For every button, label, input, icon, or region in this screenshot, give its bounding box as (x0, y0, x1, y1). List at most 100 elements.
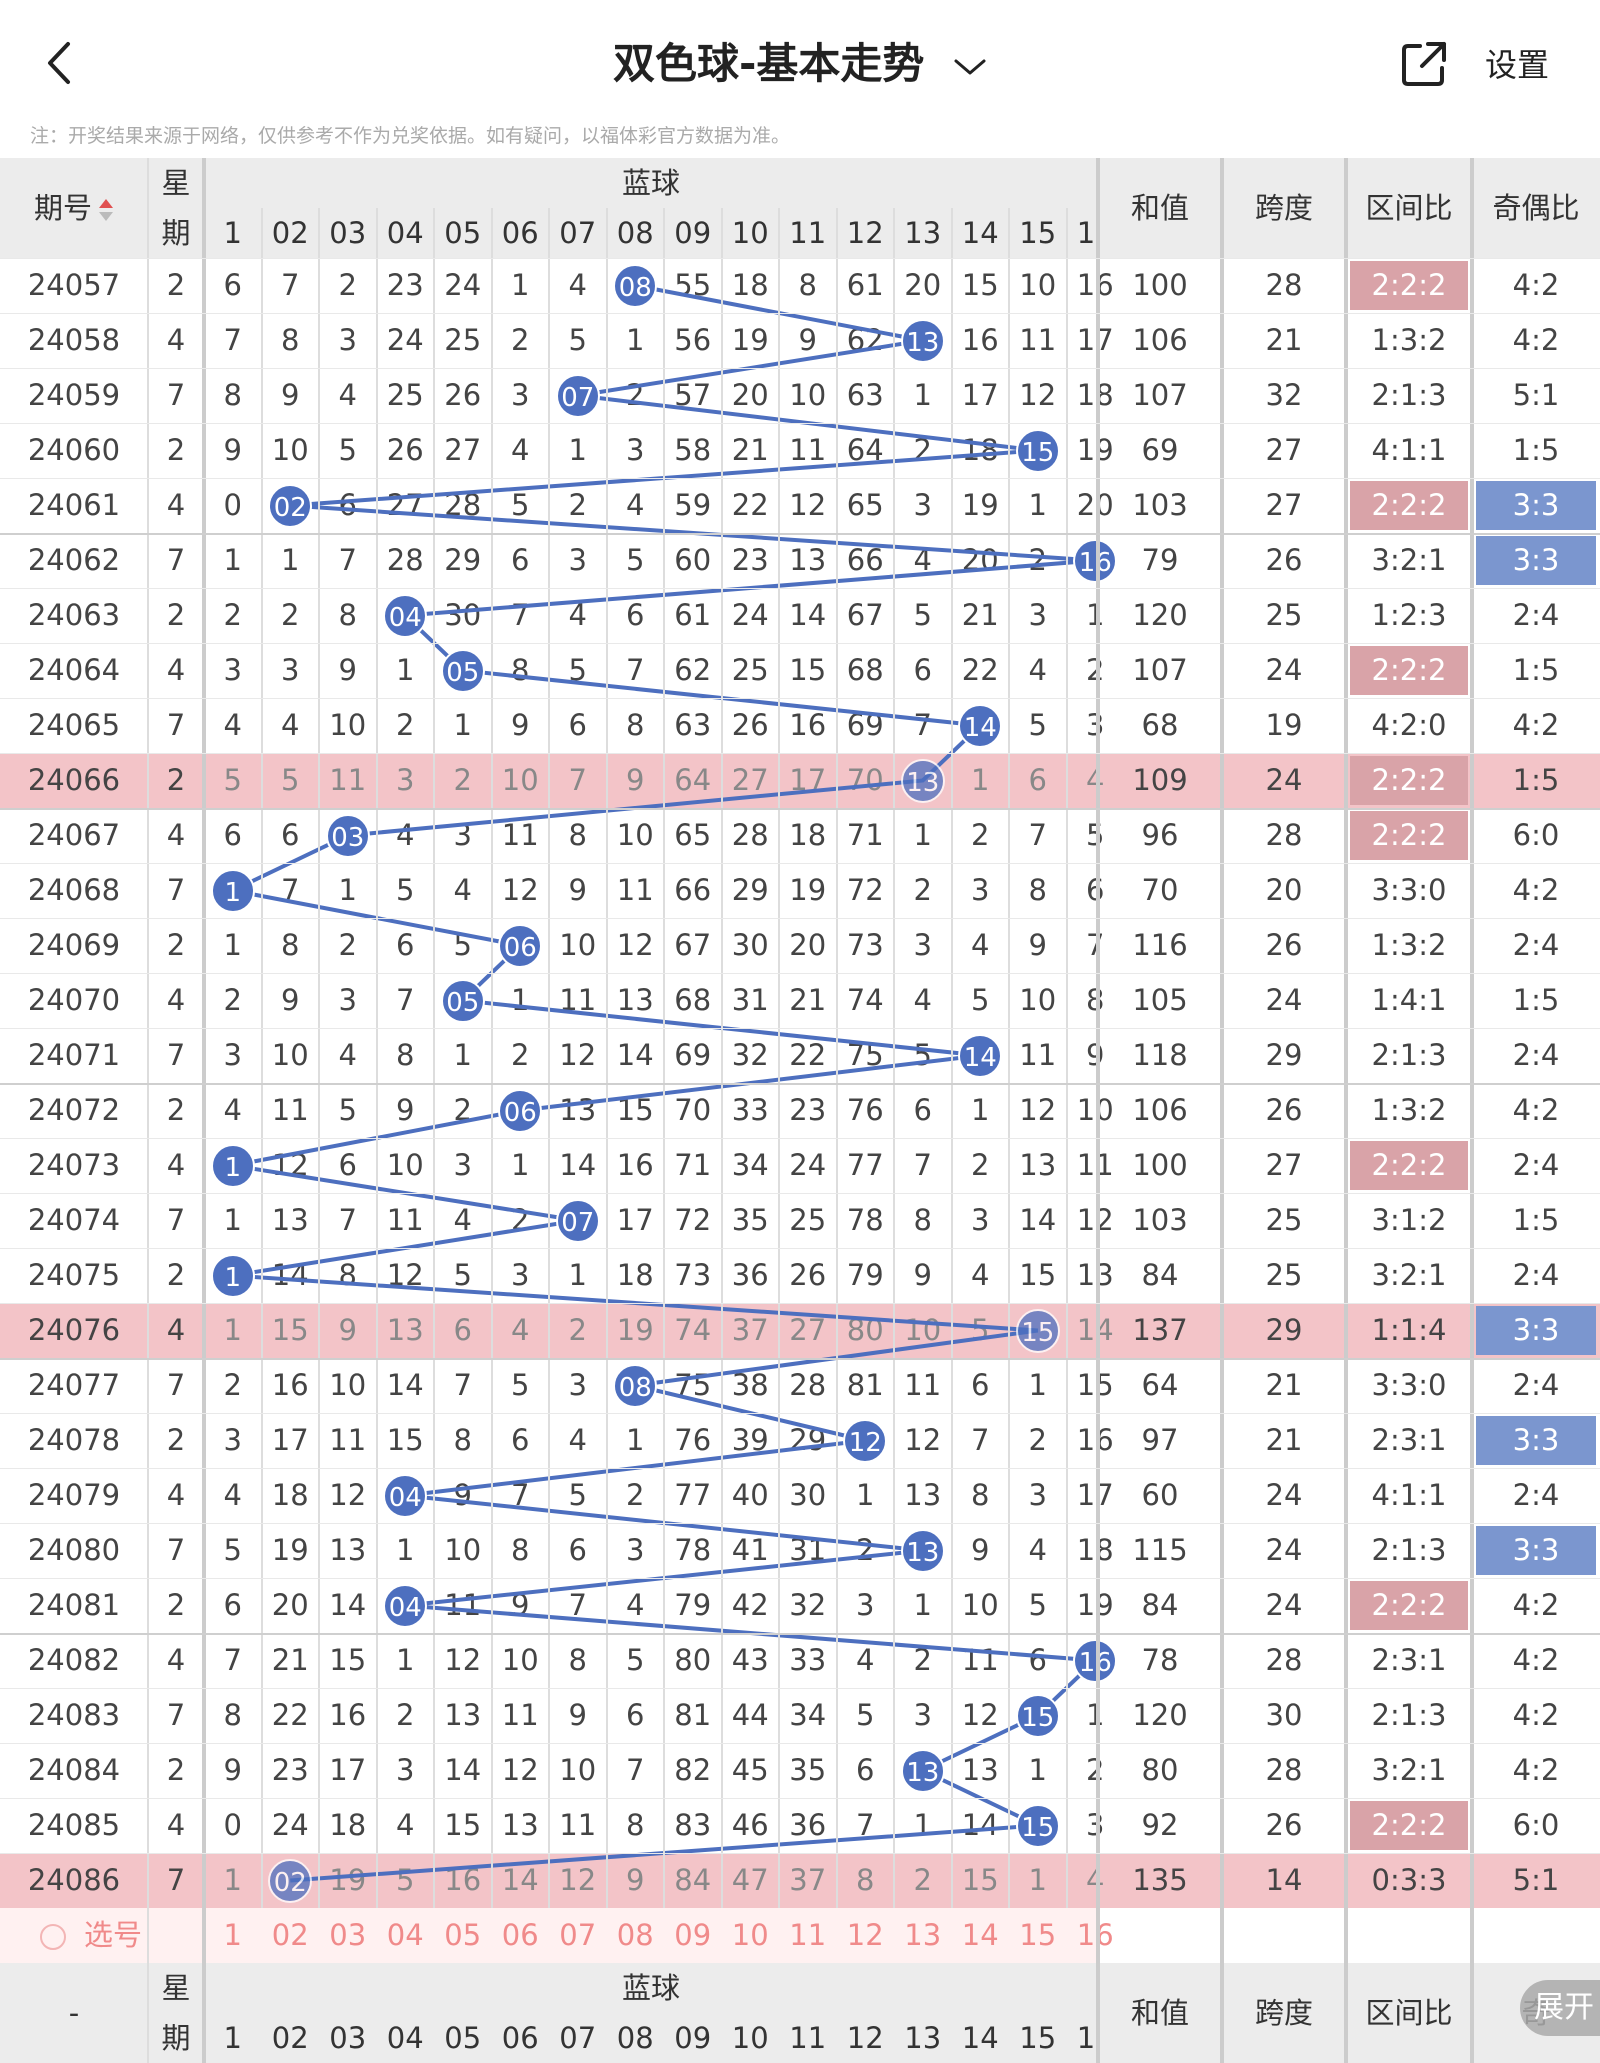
miss-count: 22 (789, 1038, 827, 1072)
miss-count: 28 (731, 818, 769, 852)
miss-count: 37 (731, 1313, 769, 1347)
span-value: 26 (1265, 1808, 1303, 1842)
pick-number[interactable]: 07 (559, 1918, 597, 1952)
miss-count: 9 (971, 1533, 990, 1567)
issue-number[interactable]: 24061 (27, 488, 121, 522)
chevron-down-icon (954, 59, 986, 74)
miss-count: 5 (971, 1313, 990, 1347)
miss-count: 39 (731, 1423, 769, 1457)
pick-number[interactable]: 13 (904, 1918, 942, 1952)
miss-count: 21 (789, 983, 827, 1017)
miss-count: 1 (1028, 488, 1047, 522)
share-icon[interactable] (1398, 38, 1450, 90)
pick-number[interactable]: 05 (444, 1918, 482, 1952)
miss-count: 5 (453, 1258, 472, 1292)
blue-ball: 13 (900, 1748, 945, 1793)
pick-number[interactable]: 06 (501, 1918, 539, 1952)
pick-number[interactable]: 04 (386, 1918, 424, 1952)
miss-count: 7 (568, 763, 587, 797)
issue-number[interactable]: 24068 (27, 873, 121, 907)
issue-number[interactable]: 24075 (27, 1258, 121, 1292)
miss-count: 2 (913, 1643, 932, 1677)
settings-button[interactable]: 设置 (1485, 46, 1550, 84)
blue-number-header: 05 (434, 208, 492, 258)
miss-count: 83 (674, 1808, 712, 1842)
miss-count: 6 (511, 1423, 530, 1457)
issue-number[interactable]: 24079 (27, 1478, 121, 1512)
issue-number[interactable]: 24085 (27, 1808, 121, 1842)
miss-count: 2 (511, 323, 530, 357)
issue-number[interactable]: 24083 (27, 1698, 121, 1732)
miss-count: 2 (223, 598, 242, 632)
issue-number[interactable]: 24069 (27, 928, 121, 962)
issue-number[interactable]: 24063 (27, 598, 121, 632)
pick-number[interactable]: 09 (674, 1918, 712, 1952)
miss-count: 70 (674, 1093, 712, 1127)
miss-count: 6 (626, 598, 645, 632)
blue-ball: 05 (440, 648, 485, 693)
pick-number[interactable]: 12 (846, 1918, 884, 1952)
miss-count: 18 (961, 433, 999, 467)
pick-number[interactable]: 1 (223, 1918, 242, 1952)
issue-number[interactable]: 24082 (27, 1643, 121, 1677)
pick-number[interactable]: 02 (271, 1918, 309, 1952)
miss-count: 22 (961, 653, 999, 687)
pick-number[interactable]: 11 (789, 1918, 827, 1952)
issue-number[interactable]: 24057 (27, 268, 121, 302)
miss-count: 8 (1028, 873, 1047, 907)
issue-number[interactable]: 24060 (27, 433, 121, 467)
issue-number[interactable]: 24086 (27, 1863, 121, 1897)
pick-toggle[interactable]: 选号 (40, 1908, 190, 1963)
pick-number[interactable]: 14 (961, 1918, 999, 1952)
miss-count: 14 (559, 1148, 597, 1182)
row-divider (0, 1358, 1600, 1360)
miss-count: 9 (626, 763, 645, 797)
pick-number[interactable]: 16 (1067, 1908, 1125, 1963)
miss-count: 15 (961, 268, 999, 302)
miss-count: 12 (444, 1643, 482, 1677)
miss-count: 4 (511, 1313, 530, 1347)
issue-number[interactable]: 24067 (27, 818, 121, 852)
issue-number[interactable]: 24084 (27, 1753, 121, 1787)
issue-number[interactable]: 24073 (27, 1148, 121, 1182)
expand-button[interactable]: 展开 (1520, 1980, 1600, 2036)
issue-number[interactable]: 24066 (27, 763, 121, 797)
column-divider (778, 208, 780, 1908)
issue-header[interactable]: 期号 (0, 158, 148, 258)
row-divider (0, 1468, 1600, 1469)
row-divider (0, 258, 1600, 259)
miss-count: 1 (856, 1478, 875, 1512)
weekday: 4 (166, 818, 186, 852)
issue-number[interactable]: 24072 (27, 1093, 121, 1127)
issue-number[interactable]: 24074 (27, 1203, 121, 1237)
issue-number[interactable]: 24059 (27, 378, 121, 412)
column-divider (835, 208, 838, 1908)
page-title[interactable]: 双色球-基本走势 (0, 30, 1600, 91)
miss-count: 18 (329, 1808, 367, 1842)
miss-count: 7 (1028, 818, 1047, 852)
issue-number[interactable]: 24078 (27, 1423, 121, 1457)
issue-number[interactable]: 24077 (27, 1368, 121, 1402)
miss-count: 20 (789, 928, 827, 962)
pick-number[interactable]: 10 (731, 1918, 769, 1952)
issue-number[interactable]: 24076 (27, 1313, 121, 1347)
miss-count: 11 (559, 983, 597, 1017)
back-arrow-icon[interactable] (36, 38, 86, 88)
issue-number[interactable]: 24058 (27, 323, 121, 357)
issue-number[interactable]: 24080 (27, 1533, 121, 1567)
issue-number[interactable]: 24071 (27, 1038, 121, 1072)
pick-number[interactable]: 08 (616, 1918, 654, 1952)
pick-number[interactable]: 15 (1019, 1918, 1057, 1952)
miss-count: 31 (731, 983, 769, 1017)
issue-number[interactable]: 24064 (27, 653, 121, 687)
issue-number[interactable]: 24070 (27, 983, 121, 1017)
issue-number[interactable]: 24065 (27, 708, 121, 742)
zone-ratio: 1:3:2 (1371, 323, 1447, 357)
issue-number[interactable]: 24062 (27, 543, 121, 577)
pick-number[interactable]: 03 (329, 1918, 367, 1952)
issue-number[interactable]: 24081 (27, 1588, 121, 1622)
miss-count: 3 (396, 1753, 415, 1787)
sum-header: 和值 (1098, 158, 1222, 258)
odd-even-ratio: 4:2 (1512, 1643, 1560, 1677)
column-divider (950, 208, 953, 1908)
